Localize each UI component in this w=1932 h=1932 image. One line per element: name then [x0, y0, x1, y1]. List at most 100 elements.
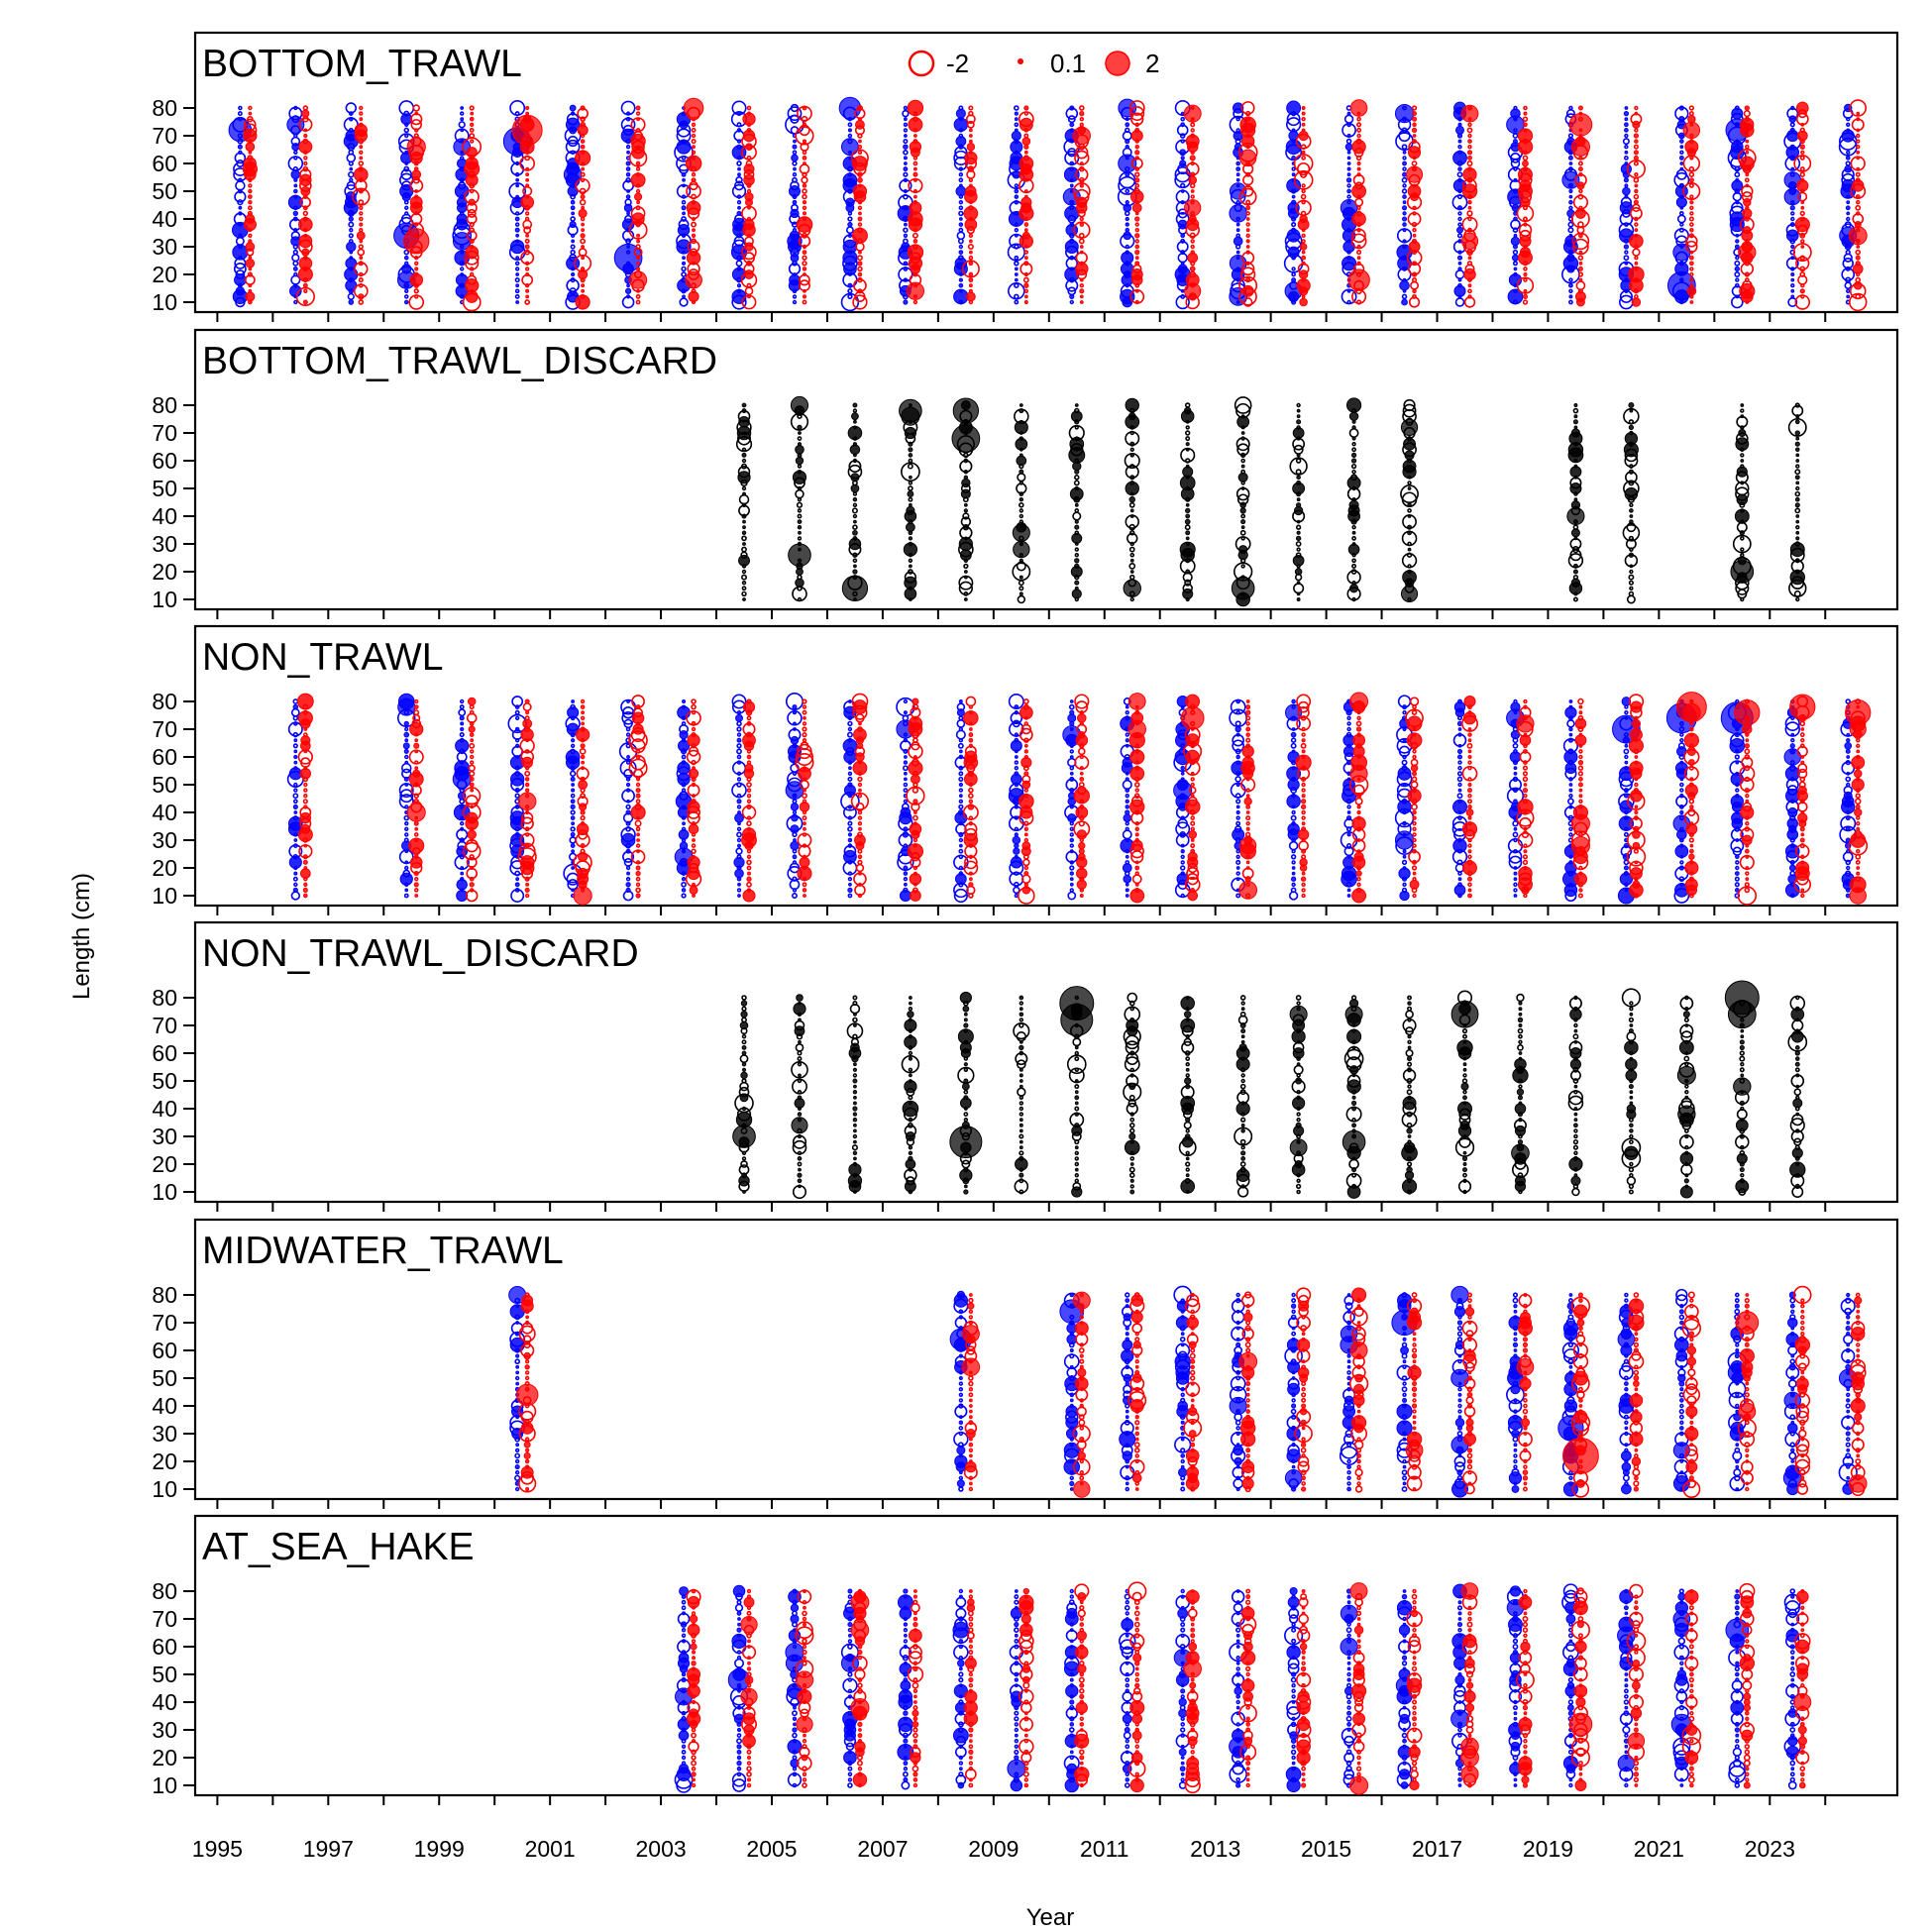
bubble-non-trawl-2011-f-78	[1125, 704, 1129, 709]
bubble-non-trawl-2016-m-26	[1412, 848, 1417, 854]
bubble-bottom-trawl-2016-m-70	[1412, 134, 1417, 138]
bubble-non-trawl-2021-m-70	[1689, 726, 1694, 732]
bubble-bottom-trawl-2021-f-58	[1679, 166, 1684, 171]
bubble-non-trawl-2022-f-48	[1735, 788, 1740, 793]
bubble-non-trawl-2011-f-22	[1125, 860, 1130, 865]
bubble-non-trawl-2012-m-30	[1190, 838, 1195, 842]
bubble-bottom-trawl-2002-f-44	[623, 203, 633, 213]
bubble-bottom-trawl-discard-2014-u-54	[1296, 475, 1301, 481]
bubble-bottom-trawl-2002-f-28	[625, 250, 631, 255]
bubble-non-trawl-2005-m-10	[803, 894, 806, 898]
bubble-bottom-trawl-2017-m-26	[1467, 256, 1472, 261]
bubble-bottom-trawl-2008-m-52	[968, 183, 973, 188]
bubble-non-trawl-2013-m-12	[1238, 881, 1257, 900]
bubble-bottom-trawl-discard-2010-u-40	[1072, 511, 1082, 521]
bubble-bottom-trawl-2003-m-12	[688, 290, 699, 303]
bubble-non-trawl-2002-m-46	[635, 793, 641, 799]
bubble-non-trawl-2001-m-40	[580, 809, 586, 815]
bubble-bottom-trawl-2017-f-34	[1456, 233, 1463, 239]
bubble-bottom-trawl-1995-f-44	[238, 205, 243, 210]
bubble-non-trawl-2009-m-80	[1022, 698, 1029, 704]
bubble-bottom-trawl-1996-m-42	[302, 210, 309, 217]
bubble-non-trawl-2007-f-44	[903, 799, 909, 804]
y-tick-label: 40	[152, 1096, 177, 1122]
bubble-bottom-trawl-1997-f-50	[344, 184, 359, 198]
bubble-bottom-trawl-2005-m-52	[802, 183, 807, 188]
bubble-bottom-trawl-2007-f-78	[902, 109, 910, 118]
bubble-non-trawl-1998-m-12	[413, 888, 419, 893]
bubble-non-trawl-2014-m-48	[1301, 788, 1306, 793]
bubble-bottom-trawl-2019-f-62	[1567, 155, 1573, 161]
bubble-bottom-trawl-2006-f-10	[840, 292, 860, 312]
bubble-non-trawl-2004-f-32	[736, 831, 742, 838]
bubble-bottom-trawl-2017-m-42	[1466, 210, 1473, 217]
bubble-bottom-trawl-discard-2020-u-44	[1629, 502, 1634, 507]
bubble-non-trawl-2008-f-24	[958, 854, 964, 860]
bubble-non-trawl-2004-f-18	[734, 868, 744, 879]
bubble-bottom-trawl-discard-2019-u-76	[1573, 414, 1578, 419]
bubble-bottom-trawl-2010-m-16	[1079, 283, 1084, 288]
bubble-non-trawl-1998-f-50	[404, 783, 409, 787]
bubble-bottom-trawl-2000-m-32	[524, 238, 530, 244]
bubble-non-trawl-2020-f-12	[1624, 888, 1629, 893]
bubble-bottom-trawl-2003-m-38	[691, 221, 697, 228]
bubble-non-trawl-1999-f-56	[454, 760, 471, 777]
bubble-non-trawl-2005-f-42	[790, 803, 800, 811]
bubble-bottom-trawl-discard-2022-u-62	[1740, 453, 1745, 458]
bubble-non-trawl-2024-m-44	[1854, 798, 1862, 805]
bubble-bottom-trawl-2021-m-44	[1689, 205, 1694, 211]
bubble-non-trawl-2007-m-48	[912, 787, 919, 794]
bubble-non-trawl-2018-m-46	[1523, 793, 1528, 799]
bubble-bottom-trawl-2007-f-60	[903, 161, 908, 165]
bubble-bottom-trawl-2024-f-58	[1844, 164, 1853, 173]
bubble-bottom-trawl-discard-2013-u-22	[1240, 564, 1245, 569]
bubble-bottom-trawl-1999-m-38	[469, 221, 475, 228]
bubble-non-trawl-2023-m-68	[1799, 732, 1805, 738]
bubble-bottom-trawl-1995-f-14	[235, 286, 246, 296]
bubble-bottom-trawl-1997-f-56	[348, 170, 355, 178]
bubble-non-trawl-1996-m-22	[302, 859, 308, 865]
bubble-non-trawl-1998-f-12	[404, 888, 409, 893]
bubble-non-trawl-2009-m-34	[1023, 826, 1029, 831]
bubble-bottom-trawl-2012-f-22	[1177, 264, 1188, 274]
bubble-non-trawl-2016-m-42	[1411, 803, 1418, 810]
bubble-bottom-trawl-2018-m-74	[1523, 122, 1528, 128]
bubble-bottom-trawl-2009-f-34	[1014, 233, 1019, 238]
bubble-bottom-trawl-2021-m-36	[1689, 227, 1694, 233]
bubble-bottom-trawl-2000-m-54	[525, 177, 530, 182]
bubble-bottom-trawl-1998-f-24	[404, 261, 409, 266]
bubble-bottom-trawl-2019-m-78	[1578, 111, 1583, 116]
bubble-bottom-trawl-2011-m-30	[1134, 244, 1140, 250]
bubble-bottom-trawl-1997-m-24	[358, 261, 364, 267]
bubble-bottom-trawl-2018-m-80	[1523, 105, 1528, 111]
bubble-bottom-trawl-2004-f-60	[736, 161, 742, 166]
bubble-bottom-trawl-2003-f-36	[677, 224, 691, 237]
bubble-bottom-trawl-2010-m-74	[1079, 122, 1084, 128]
bubble-bottom-trawl-discard-2011-u-70	[1129, 430, 1134, 436]
bubble-bottom-trawl-1995-m-66	[245, 142, 256, 153]
panel-title: NON_TRAWL_DISCARD	[202, 932, 639, 975]
bubble-bottom-trawl-discard-2015-u-36	[1351, 524, 1356, 530]
bubble-non-trawl-2004-m-14	[746, 881, 752, 888]
bubble-non-trawl-2022-m-64	[1744, 743, 1750, 749]
bubble-bottom-trawl-2008-f-14	[958, 288, 963, 293]
bubble-bottom-trawl-2022-m-18	[1744, 277, 1750, 282]
bubble-non-trawl-2011-f-38	[1123, 813, 1132, 822]
bubble-bottom-trawl-2005-f-58	[793, 166, 797, 171]
bubble-non-trawl-2004-f-52	[736, 777, 742, 782]
bubble-bottom-trawl-2022-m-66	[1745, 144, 1750, 150]
bubble-bottom-trawl-2013-m-34	[1245, 233, 1250, 239]
bubble-non-trawl-2003-f-10	[681, 893, 687, 899]
bubble-bottom-trawl-2012-m-20	[1189, 270, 1197, 278]
bubble-non-trawl-2010-f-28	[1069, 843, 1074, 848]
bubble-bottom-trawl-2011-f-60	[1118, 154, 1137, 173]
bubble-bottom-trawl-2015-m-24	[1356, 261, 1361, 266]
bubble-bottom-trawl-2011-m-14	[1134, 288, 1139, 293]
bubble-bottom-trawl-discard-2010-u-22	[1074, 563, 1080, 570]
bubble-bottom-trawl-2018-f-40	[1513, 216, 1518, 222]
bubble-bottom-trawl-2016-m-16	[1410, 280, 1420, 290]
bubble-non-trawl-2024-m-36	[1855, 820, 1861, 826]
bubble-bottom-trawl-discard-2012-u-58	[1185, 464, 1190, 469]
bubble-bottom-trawl-discard-2009-u-14	[1019, 586, 1024, 591]
